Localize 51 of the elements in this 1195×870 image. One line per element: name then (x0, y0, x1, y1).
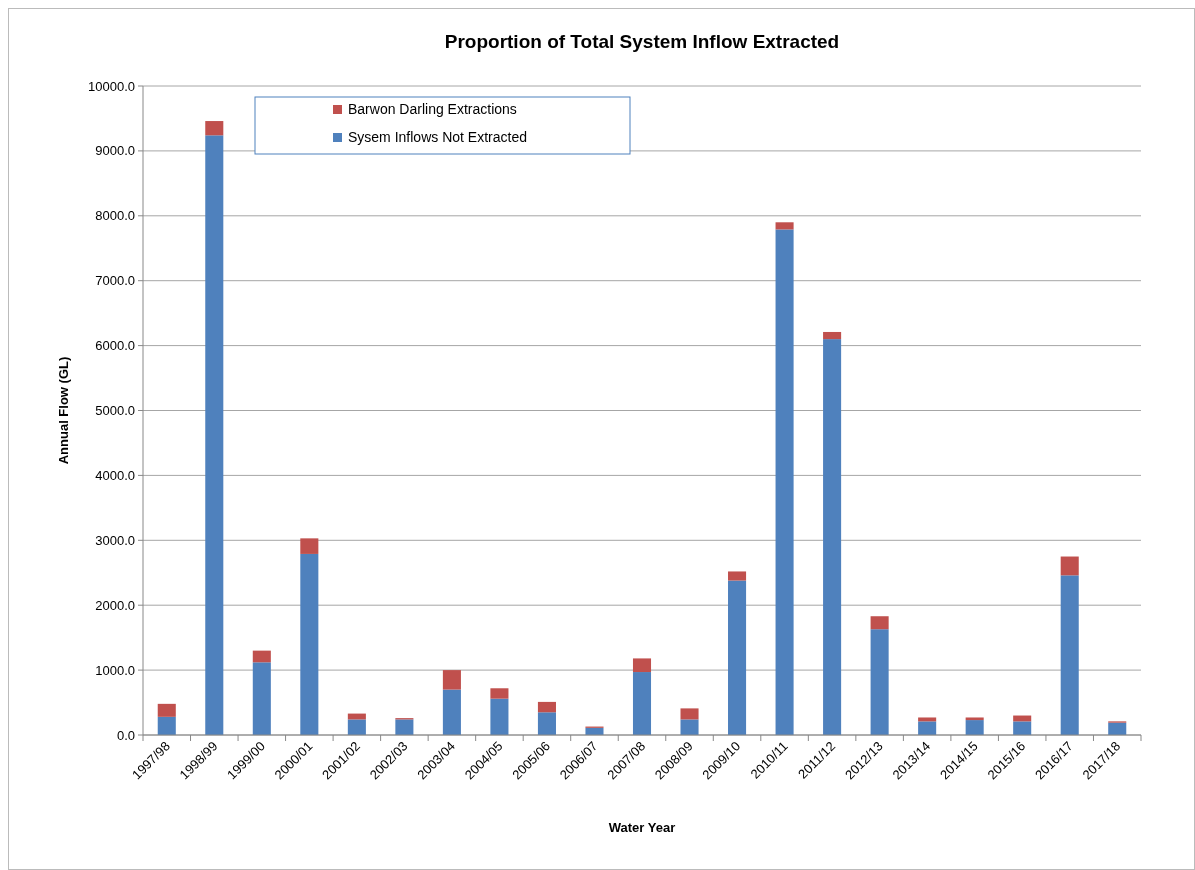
legend-label: Barwon Darling Extractions (348, 100, 517, 117)
y-tick-label: 8000.0 (95, 208, 135, 224)
chart-title: Proportion of Total System Inflow Extracted (444, 31, 840, 52)
bar (775, 222, 794, 230)
bar (395, 719, 414, 735)
bar (870, 616, 889, 630)
bar (680, 719, 699, 735)
x-axis-title: Water Year (608, 820, 676, 835)
y-tick-label: 10000.0 (88, 78, 135, 94)
y-tick-label: 6000.0 (95, 338, 135, 354)
bar (1060, 575, 1079, 735)
bar (775, 229, 794, 735)
bar (157, 716, 176, 735)
bar (205, 135, 224, 735)
bar (728, 571, 747, 581)
bar (680, 708, 699, 720)
legend-label: Sysem Inflows Not Extracted (348, 128, 527, 145)
y-tick-label: 0.0 (116, 727, 135, 743)
bar (1013, 721, 1032, 735)
bar (442, 689, 461, 735)
bar (965, 720, 984, 735)
y-tick-label: 5000.0 (95, 403, 135, 419)
bar (632, 672, 652, 735)
bar (823, 331, 842, 340)
bar (537, 712, 556, 735)
bar (1060, 556, 1079, 576)
bar (870, 629, 889, 735)
bar (823, 339, 842, 735)
bar (490, 698, 509, 735)
bar (347, 719, 366, 735)
bar (252, 650, 271, 663)
y-tick-label: 7000.0 (95, 273, 135, 289)
y-tick-label: 2000.0 (95, 597, 135, 613)
y-tick-label: 9000.0 (95, 143, 135, 159)
bar (918, 721, 937, 735)
y-tick-label: 1000.0 (95, 662, 135, 678)
bar (300, 553, 319, 735)
bar (442, 670, 461, 690)
y-axis-title: Annual Flow (GL) (56, 356, 71, 465)
bar (490, 688, 509, 699)
bar (252, 662, 271, 735)
bar (205, 121, 224, 136)
bar (965, 717, 984, 721)
bar (537, 701, 556, 713)
bar (300, 538, 319, 554)
y-tick-label: 4000.0 (95, 467, 135, 483)
bar (632, 658, 652, 673)
y-tick-label: 3000.0 (95, 532, 135, 548)
bar (728, 580, 747, 735)
bar (157, 703, 176, 717)
bar (918, 717, 937, 722)
